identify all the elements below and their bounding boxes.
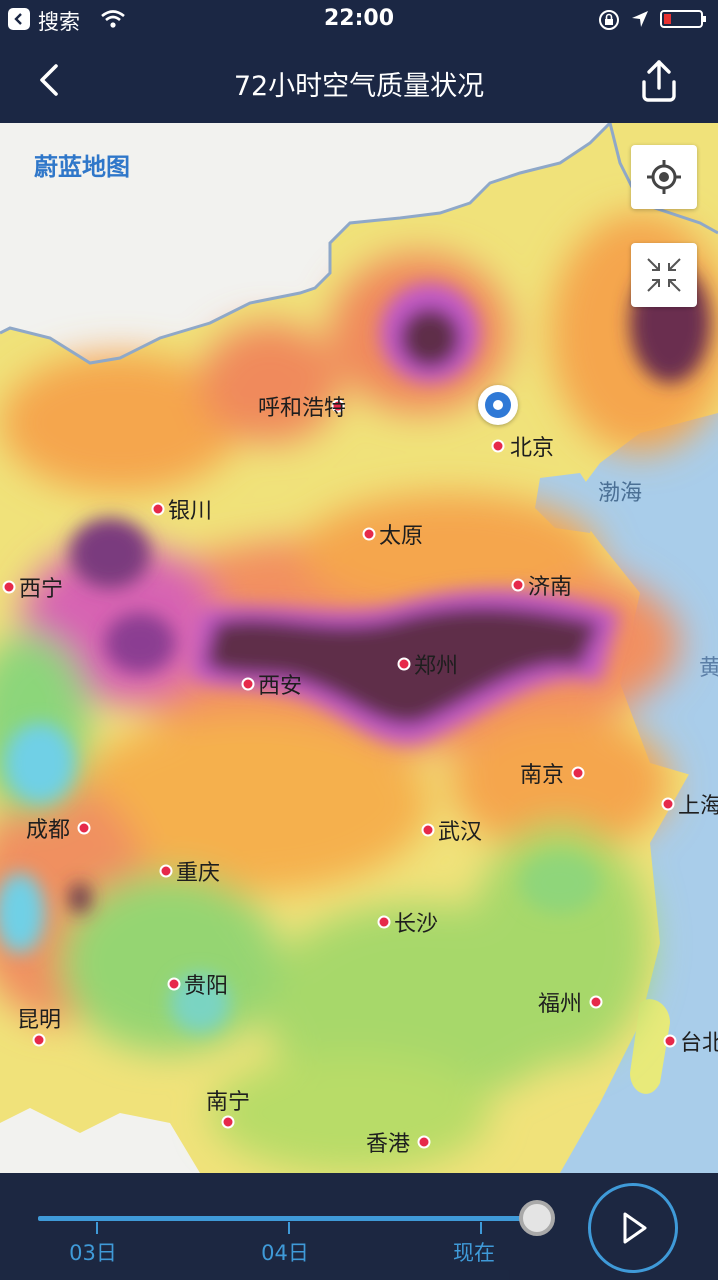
city-marker[interactable]	[167, 977, 181, 991]
city-marker[interactable]	[663, 1034, 677, 1048]
wifi-icon	[101, 10, 125, 28]
air-quality-map[interactable]: 蔚蓝地图 呼和浩特北京渤海银川太原西宁 济南西安 郑州 黄南京上海成都 武汉重庆长沙贵阳…	[0, 123, 718, 1173]
city-label: 西宁	[18, 577, 64, 602]
back-arrow-icon[interactable]	[30, 58, 70, 102]
city-marker[interactable]	[397, 657, 411, 671]
timeline-bar: 03日 04日 现在	[0, 1173, 718, 1280]
current-location-pin[interactable]	[478, 385, 518, 425]
back-to-app-label[interactable]: 搜索	[38, 10, 80, 34]
city-label: 银川	[167, 499, 213, 524]
rotation-lock-icon	[599, 10, 619, 30]
city-label: 呼和浩特	[257, 396, 347, 421]
map-brand-label: 蔚蓝地图	[34, 153, 130, 181]
city-label: 成都	[25, 818, 71, 843]
collapse-button[interactable]	[631, 243, 697, 307]
city-label: 福州	[537, 992, 583, 1017]
city-label: 济南	[527, 575, 573, 600]
city-marker[interactable]	[417, 1135, 431, 1149]
timeline-slider-handle[interactable]	[518, 1200, 555, 1236]
timeline-tick-03	[96, 1222, 98, 1234]
location-pin-icon	[485, 392, 511, 418]
timeline-tick-04	[288, 1222, 290, 1234]
city-label: 太原	[378, 524, 424, 549]
crosshair-icon	[647, 160, 681, 194]
city-label: 武汉	[437, 820, 483, 845]
sea-label: 黄	[698, 656, 718, 681]
timeline-label-now: 现在	[453, 1241, 495, 1265]
city-marker[interactable]	[571, 766, 585, 780]
city-marker[interactable]	[362, 527, 376, 541]
city-marker[interactable]	[377, 915, 391, 929]
city-label: 台北	[679, 1031, 718, 1056]
back-to-app-icon[interactable]	[8, 8, 30, 30]
city-marker[interactable]	[221, 1115, 235, 1129]
city-marker[interactable]	[331, 399, 345, 413]
timeline-tick-now	[480, 1222, 482, 1234]
city-label: 长沙	[393, 912, 439, 937]
city-marker[interactable]	[2, 580, 16, 594]
timeline-track[interactable]	[38, 1216, 542, 1221]
play-icon	[623, 1212, 647, 1244]
city-marker[interactable]	[159, 864, 173, 878]
city-marker[interactable]	[511, 578, 525, 592]
city-marker[interactable]	[151, 502, 165, 516]
city-marker[interactable]	[661, 797, 675, 811]
city-label: 上海	[677, 794, 718, 819]
city-label: 北京	[509, 436, 555, 461]
city-label: 南京	[519, 763, 565, 788]
collapse-arrows-icon	[647, 258, 681, 292]
timeline-label-03: 03日	[69, 1241, 117, 1265]
sea-label: 渤海	[597, 481, 643, 506]
city-marker[interactable]	[77, 821, 91, 835]
pollution-heatmap	[0, 123, 718, 1173]
city-label: 香港	[365, 1132, 411, 1157]
location-arrow-icon	[632, 11, 648, 27]
city-marker[interactable]	[241, 677, 255, 691]
city-label: 贵阳	[183, 974, 229, 999]
status-time: 22:00	[323, 6, 395, 31]
timeline-label-04: 04日	[261, 1241, 309, 1265]
page-title: 72小时空气质量状况	[233, 71, 485, 102]
city-label: 郑州	[413, 654, 459, 679]
status-bar: 搜索 22:00	[0, 0, 718, 40]
play-button[interactable]	[588, 1183, 678, 1273]
nav-bar: 72小时空气质量状况	[0, 40, 718, 123]
share-icon[interactable]	[636, 56, 682, 106]
city-marker[interactable]	[32, 1033, 46, 1047]
battery-icon	[660, 10, 706, 28]
city-marker[interactable]	[421, 823, 435, 837]
city-label: 重庆	[175, 861, 221, 886]
city-label: 西安	[257, 674, 303, 699]
city-marker[interactable]	[491, 439, 505, 453]
locate-button[interactable]	[631, 145, 697, 209]
city-label: 昆明	[16, 1008, 62, 1033]
city-marker[interactable]	[589, 995, 603, 1009]
city-label: 南宁	[205, 1090, 251, 1115]
